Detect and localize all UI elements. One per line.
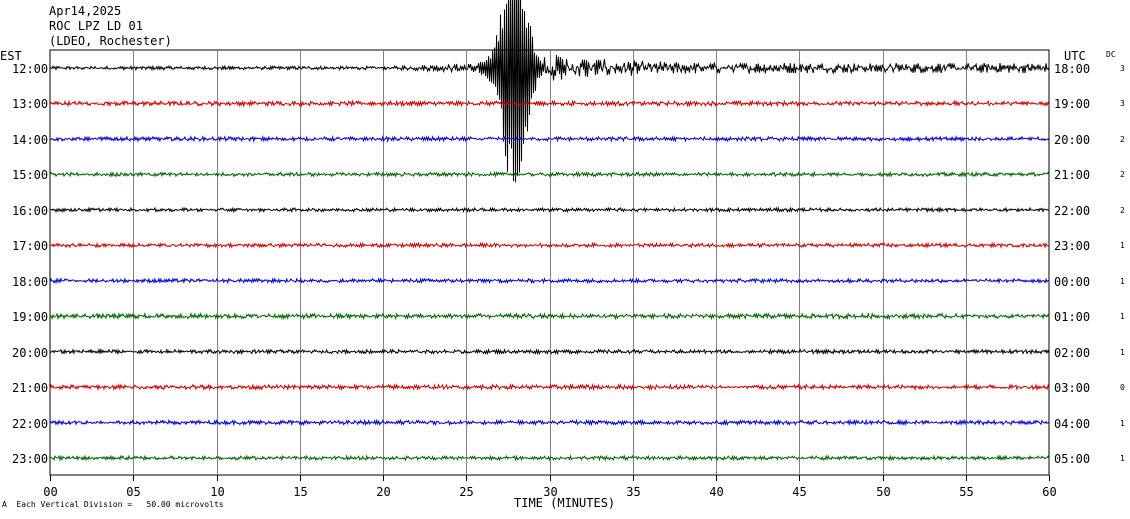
x-tick-label: 05 <box>126 485 140 499</box>
x-tick-label: 25 <box>459 485 473 499</box>
row-dc-offset: 3 <box>1120 64 1125 73</box>
row-time-est: 15:00 <box>12 168 49 183</box>
row-time-est: 19:00 <box>12 310 49 325</box>
row-time-utc: 04:00 <box>1054 416 1091 431</box>
x-tick-label: 60 <box>1042 485 1056 499</box>
row-time-utc: 02:00 <box>1054 345 1091 360</box>
row-time-utc: 01:00 <box>1054 310 1091 325</box>
row-dc-offset: 0 <box>1120 383 1125 393</box>
x-tick-label: 20 <box>376 485 390 499</box>
row-time-est: 16:00 <box>12 203 49 218</box>
scale-mark: A <box>2 500 7 509</box>
row-time-utc: 22:00 <box>1054 203 1091 218</box>
row-time-est: 20:00 <box>12 345 49 360</box>
dc-header-label: DC <box>1106 50 1116 59</box>
row-dc-offset: 2 <box>1120 170 1125 180</box>
x-tick-label: 00 <box>43 485 57 499</box>
plot-frame <box>49 49 1050 476</box>
row-dc-offset: 3 <box>1120 99 1125 109</box>
seismic-trace <box>49 347 1050 356</box>
seismic-trace <box>49 0 1050 183</box>
x-tick-label: 35 <box>626 485 640 499</box>
row-time-utc: 00:00 <box>1054 274 1091 289</box>
row-dc-offset: 2 <box>1120 134 1125 144</box>
row-time-utc: 21:00 <box>1054 168 1091 183</box>
row-time-est: 13:00 <box>12 97 49 112</box>
x-tick-label: 50 <box>876 485 890 499</box>
row-time-utc: 03:00 <box>1054 381 1091 396</box>
row-time-est: 12:00 <box>12 62 49 76</box>
row-dc-offset: 1 <box>1120 241 1125 251</box>
x-tick-label: 45 <box>792 485 806 499</box>
row-dc-offset: 1 <box>1120 347 1125 357</box>
network-label: (LDEO, Rochester) <box>49 34 172 48</box>
scale-footnote: A Each Vertical Division = 50.00 microvo… <box>2 501 224 509</box>
x-tick-label: 10 <box>210 485 224 499</box>
left-timezone-label: EST <box>0 49 22 63</box>
x-tick-label: 55 <box>959 485 973 499</box>
x-tick-label: 40 <box>709 485 723 499</box>
row-dc-offset: 1 <box>1120 418 1125 428</box>
row-time-est: 18:00 <box>12 274 49 289</box>
seismic-trace <box>49 170 1050 179</box>
x-tick-label: 15 <box>293 485 307 499</box>
row-time-utc: 05:00 <box>1054 451 1091 466</box>
date-label: Apr14,2025 <box>49 4 122 18</box>
x-tick-label: 30 <box>543 485 557 499</box>
right-timezone-label: UTC <box>1064 49 1086 63</box>
row-time-est: 22:00 <box>12 416 49 431</box>
station-label: ROC LPZ LD 01 <box>49 19 143 33</box>
row-dc-offset: 1 <box>1120 312 1125 322</box>
seismic-trace <box>49 241 1050 249</box>
seismic-trace <box>49 277 1050 285</box>
seismic-trace <box>49 382 1050 392</box>
seismic-trace <box>49 311 1050 321</box>
row-time-est: 14:00 <box>12 132 49 147</box>
seismic-trace <box>49 418 1050 427</box>
row-time-est: 23:00 <box>12 451 49 466</box>
row-dc-offset: 1 <box>1120 276 1125 286</box>
row-time-utc: 18:00 <box>1054 62 1091 76</box>
row-time-utc: 19:00 <box>1054 97 1091 112</box>
seismic-trace <box>49 454 1050 462</box>
seismic-trace <box>49 206 1050 214</box>
row-time-utc: 23:00 <box>1054 239 1091 254</box>
row-time-est: 17:00 <box>12 239 49 254</box>
row-dc-offset: 2 <box>1120 205 1125 215</box>
row-time-est: 21:00 <box>12 381 49 396</box>
x-axis-title: TIME (MINUTES) <box>514 496 616 510</box>
row-time-utc: 20:00 <box>1054 132 1091 147</box>
scale-text: Each Vertical Division = 50.00 microvolt… <box>16 500 224 509</box>
seismic-trace <box>49 99 1050 108</box>
seismic-trace <box>49 134 1050 143</box>
row-dc-offset: 1 <box>1120 453 1125 463</box>
